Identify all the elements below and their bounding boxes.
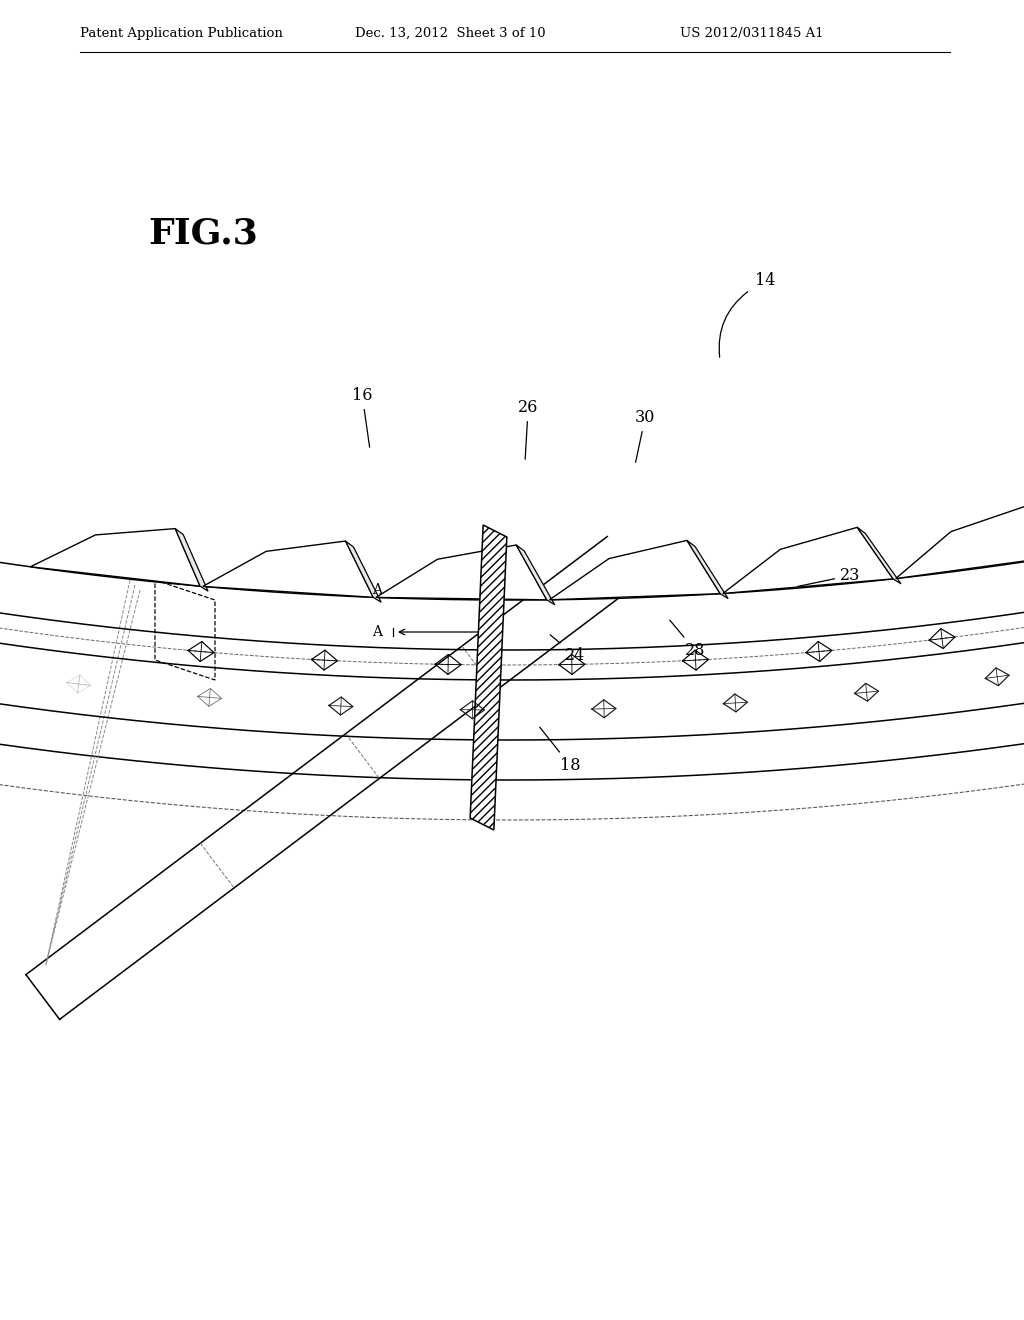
- Text: US 2012/0311845 A1: US 2012/0311845 A1: [680, 26, 823, 40]
- Polygon shape: [31, 528, 200, 586]
- Polygon shape: [516, 545, 555, 605]
- Polygon shape: [687, 540, 728, 599]
- Text: 24: 24: [550, 635, 586, 664]
- Polygon shape: [175, 528, 208, 591]
- Text: 16: 16: [352, 387, 373, 447]
- Text: A: A: [372, 583, 382, 597]
- Polygon shape: [470, 525, 507, 830]
- Text: 14: 14: [755, 272, 775, 289]
- Text: 23: 23: [798, 568, 860, 586]
- Polygon shape: [723, 528, 893, 594]
- Polygon shape: [345, 541, 381, 602]
- Text: FIG.3: FIG.3: [148, 216, 258, 249]
- Polygon shape: [550, 540, 720, 599]
- Text: 18: 18: [540, 727, 581, 774]
- Polygon shape: [203, 541, 373, 598]
- Text: 28: 28: [670, 620, 706, 659]
- Polygon shape: [896, 506, 1024, 578]
- Polygon shape: [857, 528, 901, 583]
- Text: Patent Application Publication: Patent Application Publication: [80, 26, 283, 40]
- Text: 30: 30: [635, 409, 655, 462]
- Text: 26: 26: [518, 399, 539, 459]
- Text: A: A: [372, 624, 382, 639]
- Polygon shape: [376, 545, 547, 599]
- Text: Dec. 13, 2012  Sheet 3 of 10: Dec. 13, 2012 Sheet 3 of 10: [355, 26, 546, 40]
